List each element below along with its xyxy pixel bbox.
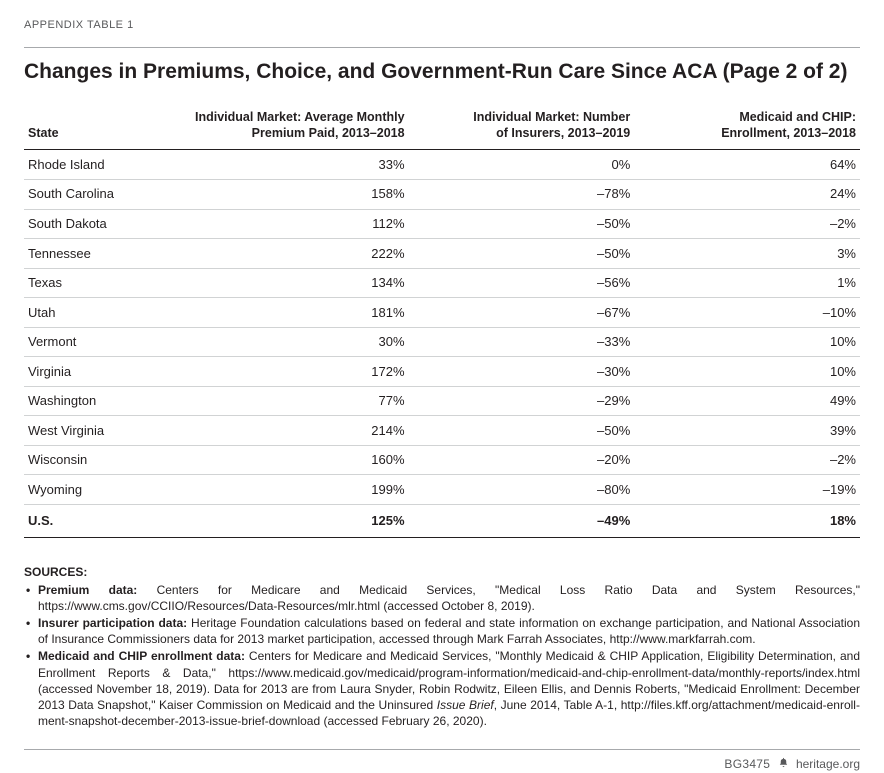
cell-insurers: –50% [409,209,635,239]
cell-medicaid: 39% [634,416,860,446]
cell-insurers: –33% [409,327,635,357]
source-item: Medicaid and CHIP enrollment data: Cente… [24,648,860,729]
source-item: Insurer participation data: Heritage Fou… [24,615,860,647]
cell-insurers: –50% [409,239,635,269]
cell-premium: 214% [183,416,409,446]
table-row: Vermont30%–33%10% [24,327,860,357]
cell-insurers: –29% [409,386,635,416]
cell-insurers: –67% [409,298,635,328]
table-row: Wisconsin160%–20%–2% [24,445,860,475]
total-cell-medicaid: 18% [634,505,860,538]
cell-premium: 199% [183,475,409,505]
cell-premium: 112% [183,209,409,239]
cell-medicaid: –19% [634,475,860,505]
cell-medicaid: –2% [634,445,860,475]
sources-heading: SOURCES: [24,564,860,580]
cell-premium: 158% [183,179,409,209]
cell-state: Wyoming [24,475,183,505]
cell-medicaid: –10% [634,298,860,328]
col-insurers-header: Individual Market: Numberof Insurers, 20… [409,104,635,150]
cell-premium: 172% [183,357,409,387]
cell-premium: 134% [183,268,409,298]
cell-state: Washington [24,386,183,416]
pub-id: BG3475 [724,757,770,771]
cell-premium: 77% [183,386,409,416]
table-row: Virginia172%–30%10% [24,357,860,387]
cell-medicaid: 24% [634,179,860,209]
appendix-label: APPENDIX TABLE 1 [24,18,860,33]
cell-state: Texas [24,268,183,298]
footer: BG3475 heritage.org [24,749,860,772]
col-premium-header: Individual Market: Average MonthlyPremiu… [183,104,409,150]
total-cell-insurers: –49% [409,505,635,538]
cell-state: West Virginia [24,416,183,446]
cell-state: Wisconsin [24,445,183,475]
cell-state: South Dakota [24,209,183,239]
source-item: Premium data: Centers for Medicare and M… [24,582,860,614]
table-row: South Dakota112%–50%–2% [24,209,860,239]
sources-list: Premium data: Centers for Medicare and M… [24,582,860,730]
table-row: Wyoming199%–80%–19% [24,475,860,505]
table-row: Rhode Island33%0%64% [24,150,860,180]
table-row: Tennessee222%–50%3% [24,239,860,269]
cell-medicaid: 10% [634,327,860,357]
cell-state: Rhode Island [24,150,183,180]
site-label: heritage.org [796,757,860,771]
cell-premium: 33% [183,150,409,180]
table-row: South Carolina158%–78%24% [24,179,860,209]
cell-insurers: –78% [409,179,635,209]
col-medicaid-header: Medicaid and CHIP:Enrollment, 2013–2018 [634,104,860,150]
table-row: Washington77%–29%49% [24,386,860,416]
cell-medicaid: 10% [634,357,860,387]
cell-insurers: –30% [409,357,635,387]
table-row: Utah181%–67%–10% [24,298,860,328]
data-table: State Individual Market: Average Monthly… [24,104,860,537]
table-row: West Virginia214%–50%39% [24,416,860,446]
cell-premium: 222% [183,239,409,269]
cell-medicaid: 1% [634,268,860,298]
cell-insurers: –80% [409,475,635,505]
cell-premium: 181% [183,298,409,328]
cell-state: Utah [24,298,183,328]
total-cell-state: U.S. [24,505,183,538]
cell-state: Vermont [24,327,183,357]
col-state-header: State [24,104,183,150]
cell-state: Virginia [24,357,183,387]
table-row: Texas134%–56%1% [24,268,860,298]
cell-insurers: –20% [409,445,635,475]
cell-medicaid: 3% [634,239,860,269]
header-row: State Individual Market: Average Monthly… [24,104,860,150]
total-row: U.S.125%–49%18% [24,505,860,538]
cell-medicaid: 64% [634,150,860,180]
cell-state: South Carolina [24,179,183,209]
total-cell-premium: 125% [183,505,409,538]
cell-premium: 30% [183,327,409,357]
cell-state: Tennessee [24,239,183,269]
page-title: Changes in Premiums, Choice, and Governm… [24,47,860,86]
cell-insurers: –56% [409,268,635,298]
heritage-icon [778,756,789,772]
cell-medicaid: –2% [634,209,860,239]
cell-insurers: 0% [409,150,635,180]
cell-insurers: –50% [409,416,635,446]
cell-premium: 160% [183,445,409,475]
cell-medicaid: 49% [634,386,860,416]
sources-block: SOURCES: Premium data: Centers for Medic… [24,564,860,730]
